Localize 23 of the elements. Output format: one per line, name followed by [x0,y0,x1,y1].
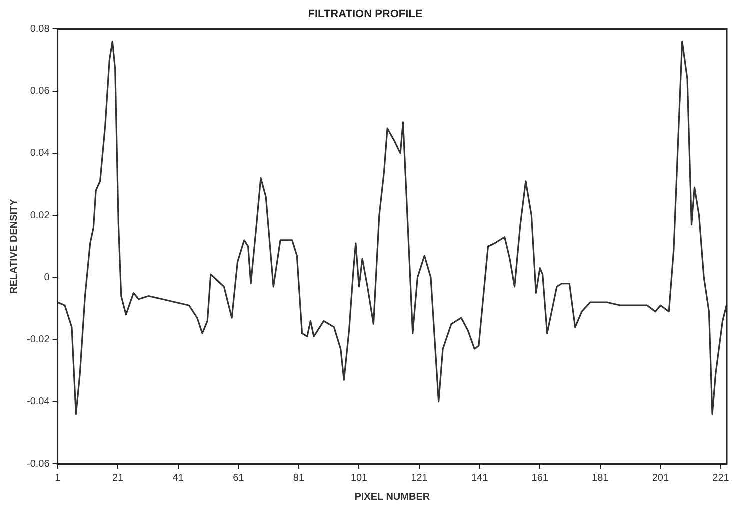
y-tick-label: 0 [44,272,50,284]
x-tick-label: 221 [712,472,730,484]
y-axis-title: RELATIVE DENSITY [8,198,20,294]
x-tick-label: 201 [652,472,670,484]
y-tick-label: 0.06 [30,86,50,98]
y-tick-label: -0.02 [26,334,50,346]
x-tick-label: 21 [112,472,124,484]
y-tick-label: -0.06 [26,458,50,470]
y-tick-label: 0.02 [30,210,50,222]
x-tick-label: 41 [172,472,184,484]
x-tick-label: 1 [55,472,62,484]
y-tick-label: 0.08 [30,24,50,35]
x-tick-label: 61 [233,472,245,484]
x-tick-label: 161 [532,472,549,484]
x-tick-label: 141 [471,472,489,484]
x-tick-label: 81 [293,472,305,484]
y-tick-label: 0.04 [30,148,50,160]
x-tick-label: 181 [592,472,610,484]
y-tick-label: -0.04 [26,396,50,408]
chart-title: FILTRATION PROFILE [308,8,423,21]
x-axis-title: PIXEL NUMBER [354,492,431,503]
x-tick-label: 101 [350,472,368,484]
x-tick-label: 121 [411,472,428,484]
